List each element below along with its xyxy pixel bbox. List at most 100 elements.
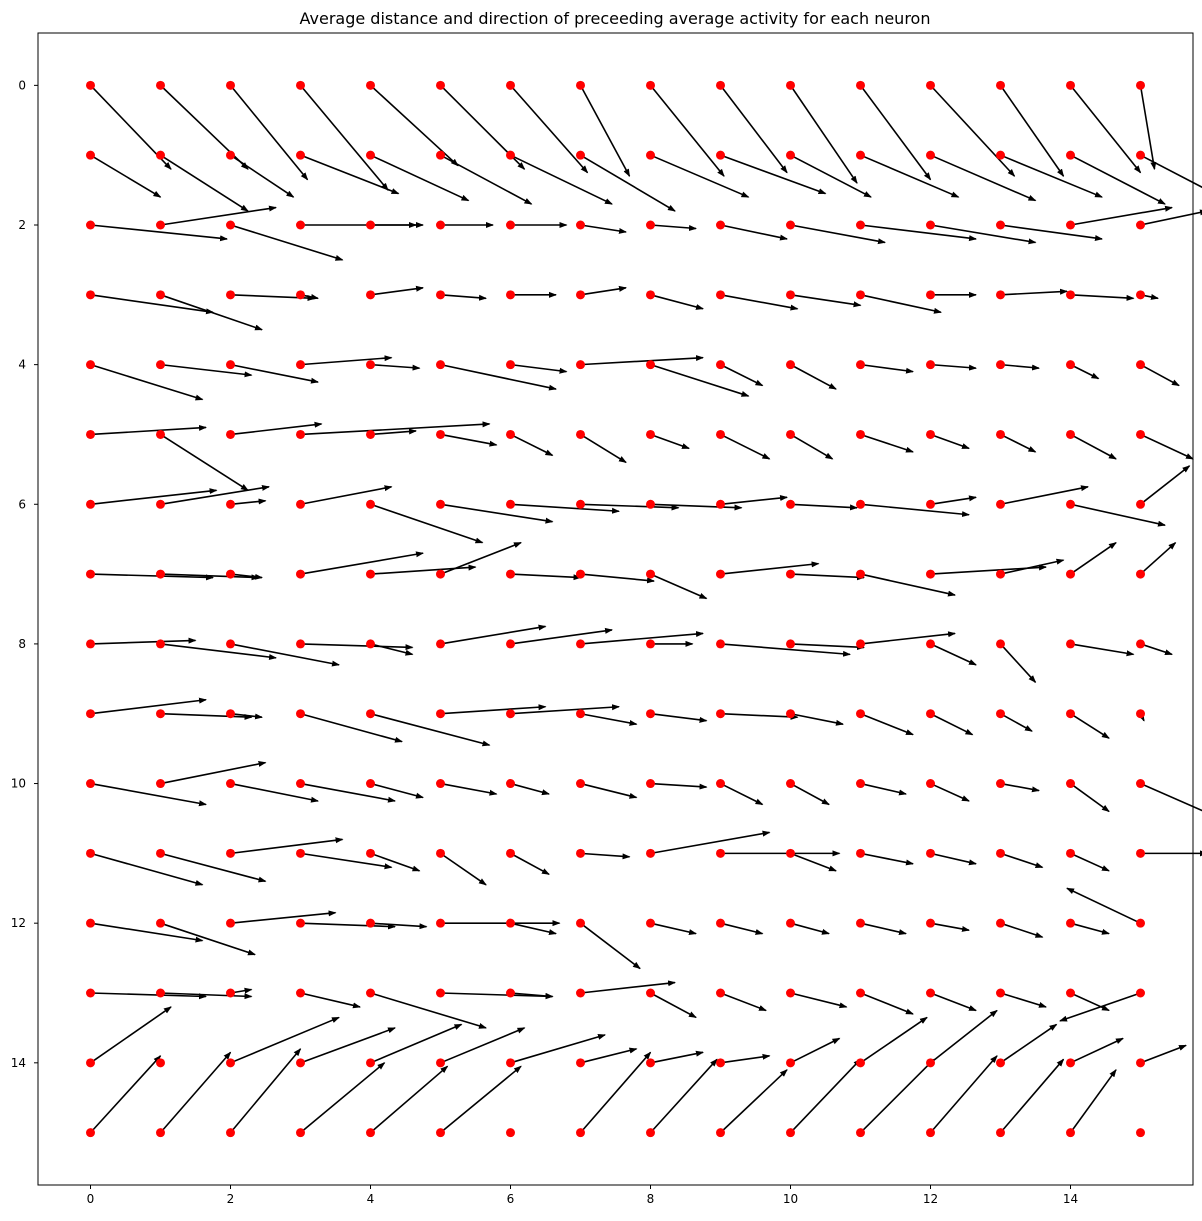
neuron-point bbox=[576, 639, 585, 649]
neuron-point bbox=[1066, 639, 1075, 649]
vector-arrow bbox=[160, 154, 249, 212]
vector-arrow bbox=[90, 637, 197, 645]
vector-arrow bbox=[230, 712, 263, 720]
y-tick-label: 2 bbox=[18, 218, 26, 232]
neuron-point bbox=[926, 290, 935, 300]
neuron-point bbox=[156, 499, 165, 509]
x-axis: 0 2 4 6 8 10 12 14 bbox=[87, 1185, 1078, 1206]
neuron-point bbox=[436, 1128, 445, 1138]
vector-arrow bbox=[720, 154, 827, 195]
neuron-point bbox=[156, 220, 165, 230]
neuron-point bbox=[366, 569, 375, 579]
neuron-point bbox=[506, 80, 515, 90]
vector-arrow bbox=[790, 1037, 841, 1064]
vector-arrow bbox=[720, 643, 851, 657]
neuron-point bbox=[926, 80, 935, 90]
vector-arrow bbox=[720, 294, 799, 311]
vector-arrow bbox=[1070, 782, 1110, 813]
neuron-point bbox=[436, 848, 445, 858]
neuron-point bbox=[856, 709, 865, 719]
neuron-point bbox=[86, 848, 95, 858]
vector-arrow bbox=[160, 433, 249, 491]
neuron-point bbox=[646, 150, 655, 160]
neuron-point bbox=[1136, 1058, 1145, 1068]
neuron-point bbox=[1136, 988, 1145, 998]
vector-arrow bbox=[859, 1058, 935, 1134]
neuron-point bbox=[716, 80, 725, 90]
vector-arrow bbox=[160, 294, 263, 331]
vector-arrow bbox=[440, 294, 487, 301]
neuron-point bbox=[646, 220, 655, 230]
neuron-point bbox=[156, 1128, 165, 1138]
vector-arrow bbox=[1070, 154, 1166, 205]
neuron-point bbox=[716, 779, 725, 789]
vector-arrow bbox=[930, 433, 970, 450]
vector-arrow bbox=[860, 573, 956, 597]
neuron-point bbox=[786, 80, 795, 90]
x-tick-label: 12 bbox=[923, 1192, 938, 1206]
vector-arrow bbox=[510, 433, 554, 457]
y-tick-label: 14 bbox=[11, 1056, 26, 1070]
neuron-point bbox=[856, 1058, 865, 1068]
vector-arrow bbox=[930, 713, 974, 736]
neuron-point bbox=[716, 848, 725, 858]
vector-arrow bbox=[1000, 992, 1047, 1008]
neuron-point bbox=[576, 220, 585, 230]
neuron-point bbox=[296, 1128, 305, 1138]
neuron-point bbox=[436, 150, 445, 160]
vector-arrow bbox=[860, 852, 914, 866]
neuron-point bbox=[646, 639, 655, 649]
vector-arrow bbox=[440, 503, 554, 524]
vector-arrow bbox=[1000, 922, 1044, 938]
neuron-point bbox=[786, 918, 795, 928]
neuron-point bbox=[646, 429, 655, 439]
neuron-point bbox=[366, 709, 375, 719]
vector-arrow bbox=[790, 712, 844, 726]
neuron-point bbox=[296, 848, 305, 858]
neuron-point bbox=[226, 639, 235, 649]
neuron-point bbox=[506, 220, 515, 230]
neuron-point bbox=[506, 360, 515, 370]
neuron-point bbox=[156, 709, 165, 719]
neuron-point bbox=[996, 709, 1005, 719]
vector-arrow bbox=[90, 922, 204, 943]
neuron-point bbox=[856, 918, 865, 928]
y-tick-label: 6 bbox=[18, 497, 26, 511]
neuron-point bbox=[716, 150, 725, 160]
neuron-point bbox=[786, 848, 795, 858]
neuron-point bbox=[1066, 429, 1075, 439]
vector-arrow bbox=[300, 154, 400, 195]
neuron-point bbox=[786, 779, 795, 789]
neuron-point bbox=[436, 290, 445, 300]
vector-arrow bbox=[370, 922, 428, 930]
vector-arrow bbox=[1140, 643, 1173, 656]
vector-arrow bbox=[789, 84, 858, 184]
vector-arrow bbox=[510, 704, 620, 715]
x-tick-label: 4 bbox=[367, 1192, 375, 1206]
neuron-point bbox=[716, 709, 725, 719]
neuron-point bbox=[926, 569, 935, 579]
vector-arrow bbox=[790, 573, 865, 581]
vector-arrow bbox=[300, 852, 393, 870]
neuron-point bbox=[646, 499, 655, 509]
neuron-point bbox=[996, 150, 1005, 160]
neuron-point bbox=[366, 848, 375, 858]
vector-arrow bbox=[370, 1023, 463, 1064]
neuron-point bbox=[926, 988, 935, 998]
y-tick-label: 4 bbox=[18, 358, 26, 372]
vector-arrow bbox=[1140, 433, 1194, 460]
vector-arrow bbox=[440, 624, 547, 645]
vector-arrow bbox=[1070, 643, 1135, 657]
neuron-point bbox=[86, 988, 95, 998]
neuron-point bbox=[436, 220, 445, 230]
vector-arrow bbox=[860, 631, 956, 645]
vector-arrow bbox=[930, 922, 970, 932]
neuron-point bbox=[996, 290, 1005, 300]
neuron-point bbox=[1066, 848, 1075, 858]
vector-arrow bbox=[790, 852, 837, 872]
neuron-point bbox=[926, 848, 935, 858]
vector-arrow bbox=[510, 573, 582, 581]
vector-arrow bbox=[510, 852, 550, 876]
neuron-point bbox=[856, 150, 865, 160]
vector-arrow bbox=[510, 782, 550, 796]
